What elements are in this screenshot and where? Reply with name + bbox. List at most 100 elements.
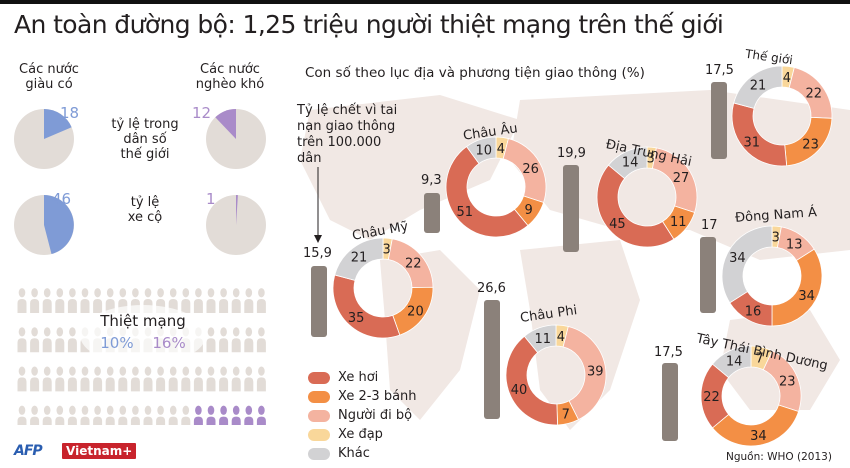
donut-value-label: 35 — [348, 311, 365, 326]
donut-value-label: 22 — [703, 390, 720, 405]
donut-value-label: 23 — [802, 137, 819, 152]
donut-value-label: 3 — [772, 231, 780, 246]
rich-countries-label: Các nước giàu có — [19, 62, 79, 92]
population-share-label: tỷ lệ trong dân số thế giới — [111, 117, 179, 162]
deaths-label: Thiệt mạng — [100, 312, 186, 330]
bar-europe — [424, 193, 440, 233]
donut-value-label: 22 — [405, 257, 422, 272]
donut-value-label: 34 — [750, 429, 767, 444]
legend-item-bicycle: Xe đạp — [308, 425, 417, 444]
donut-value-label: 27 — [673, 171, 690, 186]
donut-segment — [596, 164, 675, 248]
donut-value-label: 20 — [407, 305, 424, 320]
donut-value-label: 45 — [609, 217, 626, 232]
donut-value-label: 21 — [351, 251, 368, 266]
legend-item-car: Xe hơi — [308, 368, 417, 387]
donut-value-label: 23 — [779, 374, 796, 389]
legend-item-motorbike: Xe 2-3 bánh — [308, 387, 417, 406]
bar-south-east-asia — [700, 237, 716, 313]
donut-value-label: 9 — [525, 203, 533, 218]
donut-value-label: 4 — [557, 330, 565, 345]
legend-label: Khác — [338, 446, 370, 461]
donut-value-label: 21 — [750, 79, 767, 94]
donut-value-label: 4 — [783, 71, 791, 86]
legend-label: Xe đạp — [338, 427, 383, 442]
donut-segment — [721, 225, 773, 304]
donut-value-label: 4 — [497, 142, 505, 157]
rich-population-value: 18 — [60, 104, 80, 122]
bar-africa-value: 26,6 — [477, 281, 506, 296]
bar-americas — [311, 266, 327, 337]
donut-value-label: 16 — [745, 305, 762, 320]
donut-segment — [445, 145, 529, 238]
donut-value-label: 39 — [587, 365, 604, 380]
continent-chart-subtitle: Con số theo lục địa và phương tiện giao … — [305, 65, 645, 81]
bar-world — [711, 82, 727, 159]
pie-poor-vehicles — [206, 195, 266, 255]
donut-segment — [562, 326, 607, 421]
donut-value-label: 31 — [744, 135, 761, 150]
donut-value-label: 34 — [729, 251, 746, 266]
bar-americas-value: 15,9 — [303, 246, 332, 261]
bar-mediterranean-value: 19,9 — [557, 146, 586, 161]
donut-value-label: 3 — [383, 243, 391, 258]
poor-vehicles-value: 1 — [206, 190, 216, 208]
afp-logo: AFP — [14, 443, 43, 459]
poor-countries-label: Các nước nghèo khó — [195, 62, 265, 92]
bar-mediterranean — [563, 165, 579, 252]
donut-segment — [711, 404, 800, 447]
source-note: Nguồn: WHO (2013) — [726, 451, 832, 463]
bar-africa — [484, 300, 500, 419]
donut-value-label: 14 — [726, 354, 743, 369]
pie-poor-population — [206, 109, 266, 169]
donut-segment — [607, 146, 648, 180]
rich-vehicles-value: 46 — [52, 190, 72, 208]
death-rate-note: Tỷ lệ chết vì tai nạn giao thông trên 10… — [297, 103, 398, 166]
bar-world-value: 17,5 — [705, 63, 734, 78]
donut-value-label: 14 — [622, 155, 639, 170]
legend: Xe hơi Xe 2-3 bánh Người đi bộ Xe đạp Kh… — [308, 368, 417, 463]
donut-value-label: 26 — [522, 162, 539, 177]
donut-value-label: 3 — [647, 152, 655, 167]
legend-swatch — [308, 447, 330, 460]
pie-rich-vehicles — [14, 195, 74, 255]
donut-segment — [711, 345, 752, 379]
legend-swatch — [308, 428, 330, 441]
bar-western-pacific-value: 17,5 — [654, 345, 683, 360]
rich-deaths-value: 10% — [100, 334, 134, 352]
donut-segment — [505, 335, 558, 426]
bar-europe-value: 9,3 — [421, 173, 442, 188]
donut-value-label: 13 — [786, 237, 803, 252]
donut-value-label: 7 — [562, 407, 570, 422]
pie-rich-population — [14, 109, 74, 169]
page-title: An toàn đường bộ: 1,25 triệu người thiệt… — [14, 10, 724, 39]
donut-segment — [771, 248, 823, 327]
legend-label: Người đi bộ — [338, 408, 413, 423]
poor-population-value: 12 — [192, 104, 212, 122]
donut-value-label: 40 — [511, 383, 528, 398]
legend-label: Xe 2-3 bánh — [338, 389, 417, 404]
donut-segment — [523, 324, 557, 354]
legend-item-pedestrian: Người đi bộ — [308, 406, 417, 425]
legend-swatch — [308, 390, 330, 403]
vehicle-share-label: tỷ lệ xe cộ — [127, 195, 163, 225]
vietnamplus-logo: Vietnam+ — [62, 443, 137, 459]
bar-western-pacific — [662, 363, 678, 441]
deaths-block: Thiệt mạng 10% 16% — [78, 312, 208, 352]
deaths-highlight-ellipse — [80, 305, 206, 365]
donut-value-label: 11 — [534, 332, 551, 347]
donut-value-label: 34 — [798, 289, 815, 304]
donut-value-label: 7 — [755, 351, 763, 366]
poor-deaths-value: 16% — [152, 334, 186, 352]
donut-segment — [466, 136, 497, 165]
donut-value-label: 51 — [457, 205, 474, 220]
donut-value-label: 11 — [670, 215, 687, 230]
arrow-down-icon — [314, 167, 322, 243]
donut-value-label: 10 — [476, 143, 493, 158]
legend-item-other: Khác — [308, 444, 417, 463]
legend-label: Xe hơi — [338, 370, 379, 385]
bar-south-east-asia-value: 17 — [701, 218, 718, 233]
top-rule — [0, 0, 850, 4]
donut-value-label: 22 — [805, 86, 822, 101]
